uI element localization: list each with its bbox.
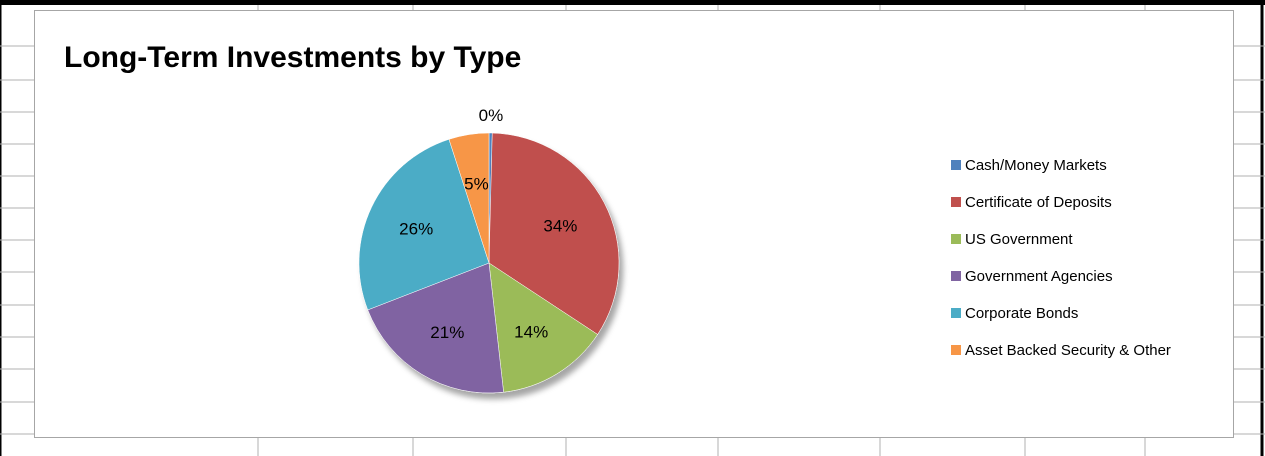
pie-slice-corporate-bonds[interactable] xyxy=(358,138,490,311)
data-label-government-agencies: 21% xyxy=(430,323,464,342)
pie-slice-asset-backed-security-other[interactable] xyxy=(448,132,490,264)
legend-label: Corporate Bonds xyxy=(965,304,1079,322)
legend-item-us-government: US Government xyxy=(951,230,1171,248)
legend-swatch xyxy=(951,345,961,355)
legend-swatch xyxy=(951,271,961,281)
legend-swatch xyxy=(951,234,961,244)
legend-item-cash-money-markets: Cash/Money Markets xyxy=(951,156,1171,174)
legend-swatch xyxy=(951,160,961,170)
chart-area[interactable]: Long-Term Investments by Type 0% 34% 14% 21… xyxy=(34,10,1234,438)
chart-title: Long-Term Investments by Type xyxy=(64,41,522,74)
data-label-asset-backed-security-other: 5% xyxy=(464,174,489,193)
pie-slices xyxy=(358,132,620,394)
legend-label: Government Agencies xyxy=(965,267,1113,285)
pie-chart: 0% 34% 14% 21% 26% 5% xyxy=(358,106,620,394)
data-label-cash-money-markets: 0% xyxy=(479,106,504,125)
data-label-corporate-bonds: 26% xyxy=(399,219,433,238)
legend-label: Certificate of Deposits xyxy=(965,193,1112,211)
data-label-us-government: 14% xyxy=(514,323,548,342)
legend-item-corporate-bonds: Corporate Bonds xyxy=(951,304,1171,322)
pie-slice-us-government[interactable] xyxy=(488,262,598,393)
legend-label: Asset Backed Security & Other xyxy=(965,341,1171,359)
legend-item-asset-backed-security-other: Asset Backed Security & Other xyxy=(951,341,1171,359)
legend-item-certificate-of-deposits: Certificate of Deposits xyxy=(951,193,1171,211)
grid-top-border xyxy=(0,0,1265,5)
legend-label: Cash/Money Markets xyxy=(965,156,1107,174)
legend: Cash/Money Markets Certificate of Deposit… xyxy=(951,156,1171,378)
legend-item-government-agencies: Government Agencies xyxy=(951,267,1171,285)
legend-label: US Government xyxy=(965,230,1073,248)
legend-swatch xyxy=(951,197,961,207)
legend-swatch xyxy=(951,308,961,318)
pie-slice-government-agencies[interactable] xyxy=(367,262,504,394)
data-label-certificate-of-deposits: 34% xyxy=(543,217,577,236)
